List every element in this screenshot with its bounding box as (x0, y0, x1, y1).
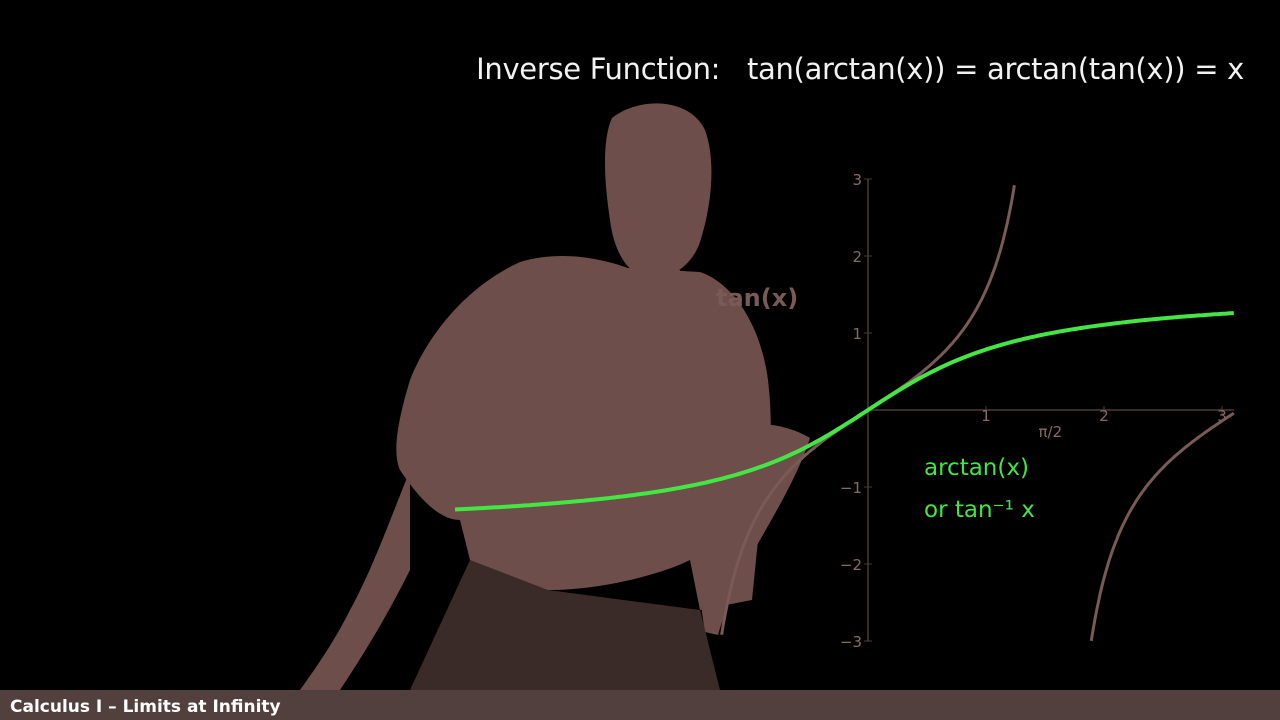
headline-identity: tan(arctan(x)) = arctan(tan(x)) = x (746, 52, 1244, 86)
headline-label: Inverse Function: (476, 52, 721, 86)
y-tick-label: 3 (852, 171, 862, 189)
pi-over-2-annotation: π/2 (1039, 423, 1063, 441)
inverse-function-headline: Inverse Function: tan(arctan(x)) = arcta… (476, 52, 1244, 86)
y-tick-label: −2 (840, 556, 862, 574)
arctan-series-line (454, 311, 1234, 512)
y-tick-label: −3 (840, 633, 862, 651)
y-tick-label: −1 (840, 479, 862, 497)
arctan-series-label-alt: or tan⁻¹ x (924, 497, 1035, 523)
y-tick-label: 2 (852, 248, 862, 266)
y-tick-label: 1 (852, 325, 862, 343)
x-tick-label: 3 (1217, 407, 1227, 425)
presenter-silhouette (300, 103, 810, 690)
x-tick-label: 1 (981, 407, 991, 425)
x-tick-label: 2 (1099, 407, 1109, 425)
arctan-series-label: arctan(x) (924, 455, 1029, 481)
tan-series-line-right-branch (1089, 411, 1235, 642)
footer-title: Calculus I – Limits at Infinity (10, 697, 281, 717)
tan-series-label: tan(x) (716, 284, 798, 312)
footer-bar: Calculus I – Limits at Infinity (0, 690, 1280, 720)
function-plot: −3 −2 −1 1 2 3 1 2 3 tan(x) arctan(x) or tan⁻¹ x π/… (300, 103, 1235, 690)
slide-stage: −3 −2 −1 1 2 3 1 2 3 tan(x) arctan(x) or tan⁻¹ x π/… (300, 52, 1244, 690)
